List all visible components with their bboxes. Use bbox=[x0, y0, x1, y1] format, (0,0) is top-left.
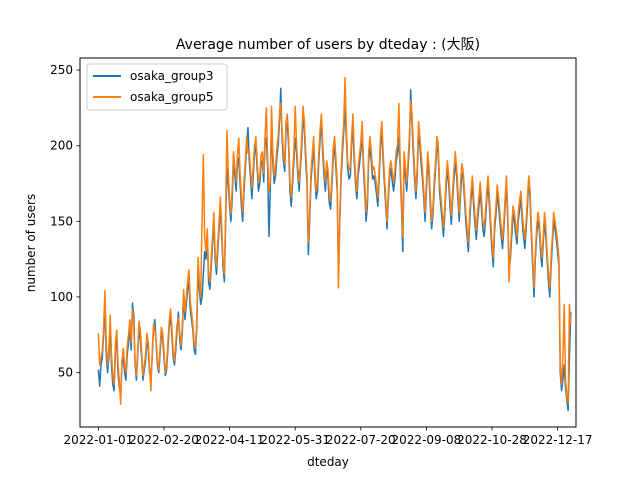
series-line-osaka-group5 bbox=[97, 76, 572, 406]
x-tick-label-2022-02-20: 2022-02-20 bbox=[129, 433, 199, 447]
y-tick-label-100: 100 bbox=[50, 290, 73, 304]
x-tick-label-2022-07-20: 2022-07-20 bbox=[326, 433, 396, 447]
legend-label-osaka-group5: osaka_group5 bbox=[130, 90, 214, 104]
y-axis-ticks: 50 100 150 200 250 bbox=[50, 63, 80, 380]
y-tick-label-250: 250 bbox=[50, 63, 73, 77]
x-tick-label-2022-01-01: 2022-01-01 bbox=[63, 433, 133, 447]
legend: osaka_group3 osaka_group5 bbox=[86, 63, 228, 111]
legend-label-osaka-group3: osaka_group3 bbox=[130, 69, 214, 83]
y-axis-label: number of users bbox=[24, 194, 38, 292]
y-tick-label-50: 50 bbox=[58, 366, 73, 380]
x-tick-label-2022-10-28: 2022-10-28 bbox=[457, 433, 527, 447]
plot-frame bbox=[79, 57, 577, 428]
x-tick-label-2022-09-08: 2022-09-08 bbox=[392, 433, 462, 447]
x-tick-label-2022-04-11: 2022-04-11 bbox=[195, 433, 265, 447]
legend-box bbox=[86, 63, 228, 111]
y-tick-label-200: 200 bbox=[50, 139, 73, 153]
x-tick-label-2022-05-31: 2022-05-31 bbox=[260, 433, 330, 447]
y-tick-label-150: 150 bbox=[50, 214, 73, 228]
chart-title: Average number of users by dteday : (大阪) bbox=[176, 37, 480, 53]
series-layer bbox=[97, 76, 572, 412]
x-axis-ticks: 2022-01-012022-02-202022-04-112022-05-31… bbox=[63, 427, 593, 447]
x-tick-label-2022-12-17: 2022-12-17 bbox=[523, 433, 593, 447]
x-axis-label: dteday bbox=[307, 455, 349, 469]
